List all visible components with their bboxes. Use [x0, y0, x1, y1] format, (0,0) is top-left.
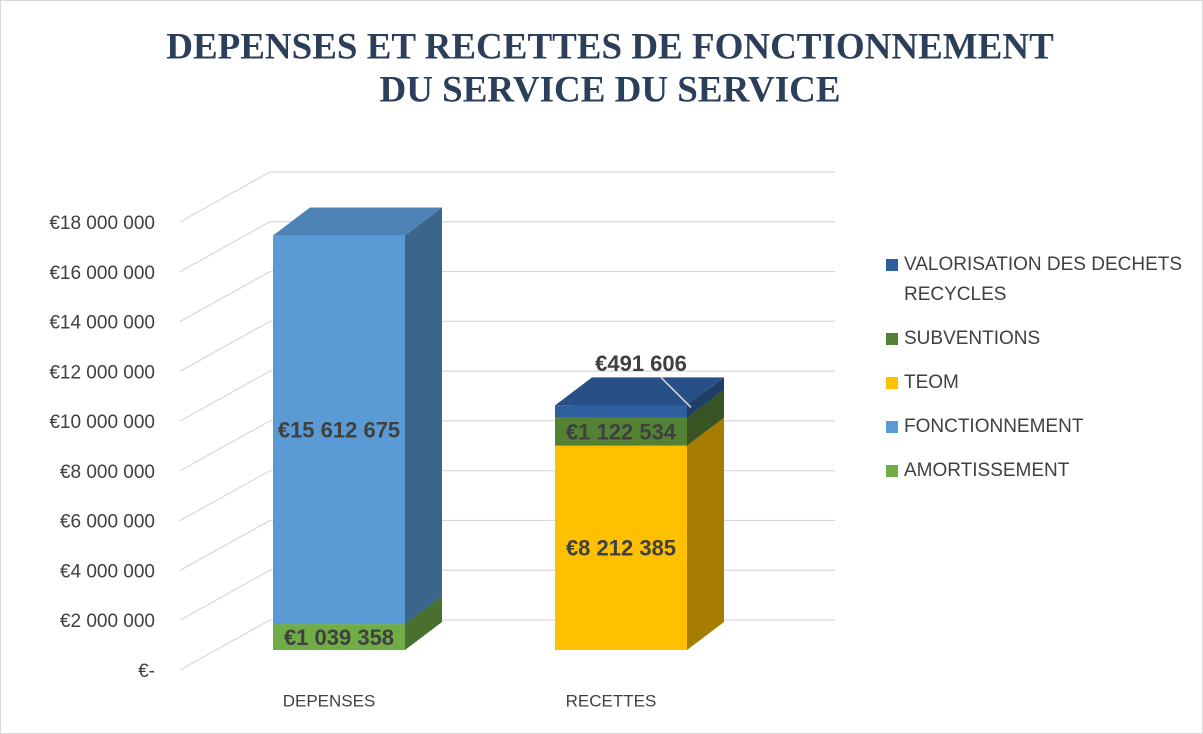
legend-swatch — [886, 465, 898, 477]
legend-label: AMORTISSEMENT — [904, 460, 1070, 481]
legend-swatch — [886, 259, 898, 271]
data-label: €1 122 534 — [566, 419, 677, 444]
y-tick-label: €16 000 000 — [49, 263, 155, 284]
grid-line — [179, 270, 835, 323]
legend-label: VALORISATION DES DECHETS RECYCLES — [904, 254, 1183, 305]
legend-label: TEOM — [904, 372, 959, 393]
bar-segment — [555, 417, 687, 446]
grid-line — [179, 221, 835, 273]
grid-line — [179, 171, 835, 223]
bar-side — [405, 596, 442, 650]
legend-item: TEOM — [886, 368, 1186, 398]
bar-segment — [555, 445, 687, 650]
bar-segment — [555, 405, 687, 418]
legend-item: AMORTISSEMENT — [886, 456, 1186, 486]
legend-item: FONCTIONNEMENT — [886, 412, 1186, 442]
y-tick-label: €6 000 000 — [60, 512, 155, 533]
leader-line — [660, 376, 692, 408]
data-label: €15 612 675 — [278, 418, 400, 443]
chart-title: DU SERVICE DU SERVICE — [379, 69, 840, 110]
legend-label: SUBVENTIONS — [904, 328, 1041, 349]
bar-side — [405, 207, 442, 625]
legend-swatch — [886, 377, 898, 389]
y-tick-label: €12 000 000 — [49, 362, 155, 383]
legend: VALORISATION DES DECHETS RECYCLES SUBVENT… — [886, 250, 1186, 500]
data-label: €491 606 — [595, 351, 687, 376]
bar-top — [273, 207, 442, 236]
x-tick-label: RECETTES — [566, 691, 657, 710]
y-tick-label: €14 000 000 — [49, 313, 155, 334]
y-tick-label: €10 000 000 — [49, 412, 155, 433]
x-tick-label: DEPENSES — [283, 691, 376, 710]
legend-swatch — [886, 333, 898, 345]
bar-segment — [273, 624, 405, 650]
y-tick-label: €18 000 000 — [49, 213, 155, 234]
legend-swatch — [886, 421, 898, 433]
bar-side — [687, 377, 724, 418]
y-tick-label: €8 000 000 — [60, 462, 155, 483]
data-label: €1 039 358 — [284, 625, 394, 650]
data-label: €8 212 385 — [566, 536, 676, 561]
grid-line — [179, 320, 835, 372]
legend-item: SUBVENTIONS — [886, 324, 1186, 354]
bar-side — [687, 417, 724, 650]
bar-side — [687, 389, 724, 446]
y-tick-label: €2 000 000 — [60, 611, 155, 632]
bar-segment — [273, 235, 405, 625]
legend-item: VALORISATION DES DECHETS RECYCLES — [886, 250, 1186, 310]
y-tick-label: €- — [138, 661, 155, 682]
chart-title: DEPENSES ET RECETTES DE FONCTIONNEMENT — [166, 26, 1054, 67]
grid-line — [179, 370, 835, 422]
y-tick-label: €4 000 000 — [60, 561, 155, 582]
legend-label: FONCTIONNEMENT — [904, 416, 1084, 437]
